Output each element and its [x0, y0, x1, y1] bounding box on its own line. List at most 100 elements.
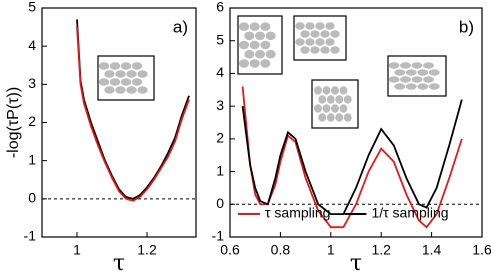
- particle: [254, 31, 266, 41]
- x-tick-label: 1: [327, 242, 335, 258]
- particle: [322, 86, 331, 95]
- particle: [104, 70, 115, 78]
- x-tick-label: 1.4: [422, 242, 442, 258]
- particle: [423, 76, 434, 83]
- particle: [115, 86, 126, 94]
- x-axis-label: τ: [350, 251, 362, 275]
- particle: [335, 95, 344, 104]
- particle: [310, 46, 320, 54]
- particle: [320, 30, 330, 38]
- particle: [331, 86, 339, 95]
- y-tick-label: 3: [216, 97, 224, 113]
- configuration-inset: [311, 79, 359, 129]
- particle: [388, 76, 400, 83]
- configuration-inset: [97, 55, 155, 101]
- particle: [388, 62, 400, 69]
- y-tick-label: 0: [216, 195, 224, 211]
- particle: [244, 49, 255, 59]
- particle: [339, 104, 348, 113]
- particle: [249, 22, 260, 31]
- particle: [318, 95, 327, 104]
- x-axis-label: τ: [113, 251, 125, 275]
- particle: [325, 38, 335, 46]
- particle: [137, 86, 148, 94]
- particle: [325, 22, 335, 30]
- x-tick-label: 1.2: [371, 242, 391, 258]
- particle: [260, 22, 271, 31]
- particle: [343, 113, 352, 122]
- y-tick-label: -1: [24, 228, 37, 244]
- particle: [423, 62, 434, 69]
- particle: [238, 22, 250, 31]
- inset-frame: [387, 55, 447, 97]
- particle: [428, 69, 440, 76]
- y-tick-label: 0: [28, 190, 36, 206]
- y-tick-label: 4: [28, 37, 36, 53]
- particle: [265, 31, 276, 41]
- particle: [254, 49, 266, 59]
- x-tick-label: 0.6: [220, 242, 240, 258]
- x-tick-label: 0.8: [271, 242, 291, 258]
- particle: [318, 113, 327, 122]
- particle: [305, 22, 315, 30]
- particle: [109, 62, 121, 70]
- x-tick-label: 1.2: [137, 242, 157, 258]
- particle: [120, 62, 132, 70]
- particle: [315, 38, 325, 46]
- particle: [249, 59, 260, 68]
- particle: [394, 83, 406, 90]
- particle: [137, 70, 148, 78]
- particle: [295, 22, 305, 30]
- y-tick-label: 1: [28, 151, 36, 167]
- y-tick-label: 5: [216, 31, 224, 47]
- series-line: [76, 27, 190, 202]
- particle: [417, 69, 429, 76]
- particle: [314, 104, 322, 113]
- particle: [238, 40, 250, 50]
- y-tick-label: 2: [216, 130, 224, 146]
- y-tick-label: 5: [28, 0, 36, 15]
- series-line: [241, 86, 463, 229]
- particle: [343, 95, 352, 104]
- legend-label: τ sampling: [265, 205, 330, 221]
- particle: [131, 78, 143, 86]
- particle: [98, 62, 110, 70]
- particle: [330, 46, 340, 54]
- panel-label: b): [459, 17, 474, 36]
- series-line: [76, 19, 190, 200]
- particle: [305, 38, 315, 46]
- particle: [238, 59, 250, 68]
- particle: [126, 86, 137, 94]
- series-line: [241, 99, 463, 216]
- x-tick-label: 1.6: [472, 242, 491, 258]
- particle: [314, 86, 322, 95]
- configuration-inset: [237, 15, 283, 75]
- particle: [120, 78, 132, 86]
- particle: [331, 104, 339, 113]
- particle: [411, 62, 423, 69]
- plot-frame: [41, 7, 197, 238]
- particle: [405, 69, 417, 76]
- particle: [115, 70, 126, 78]
- particle: [322, 104, 331, 113]
- particle: [104, 86, 115, 94]
- particle: [244, 31, 255, 41]
- y-tick-label: 2: [28, 113, 36, 129]
- particle: [98, 78, 110, 86]
- particle: [260, 59, 271, 68]
- configuration-inset: [293, 15, 347, 61]
- particle: [411, 76, 423, 83]
- particle: [260, 40, 271, 50]
- particle: [394, 69, 406, 76]
- particle: [310, 30, 320, 38]
- y-axis-label: -log(τP(τ)): [5, 87, 22, 158]
- panel-label: a): [173, 17, 188, 36]
- y-tick-label: 3: [28, 75, 36, 91]
- particle: [326, 95, 335, 104]
- particle: [300, 30, 310, 38]
- particle: [335, 113, 344, 122]
- particle: [315, 22, 325, 30]
- particle: [400, 76, 411, 83]
- particle: [131, 62, 143, 70]
